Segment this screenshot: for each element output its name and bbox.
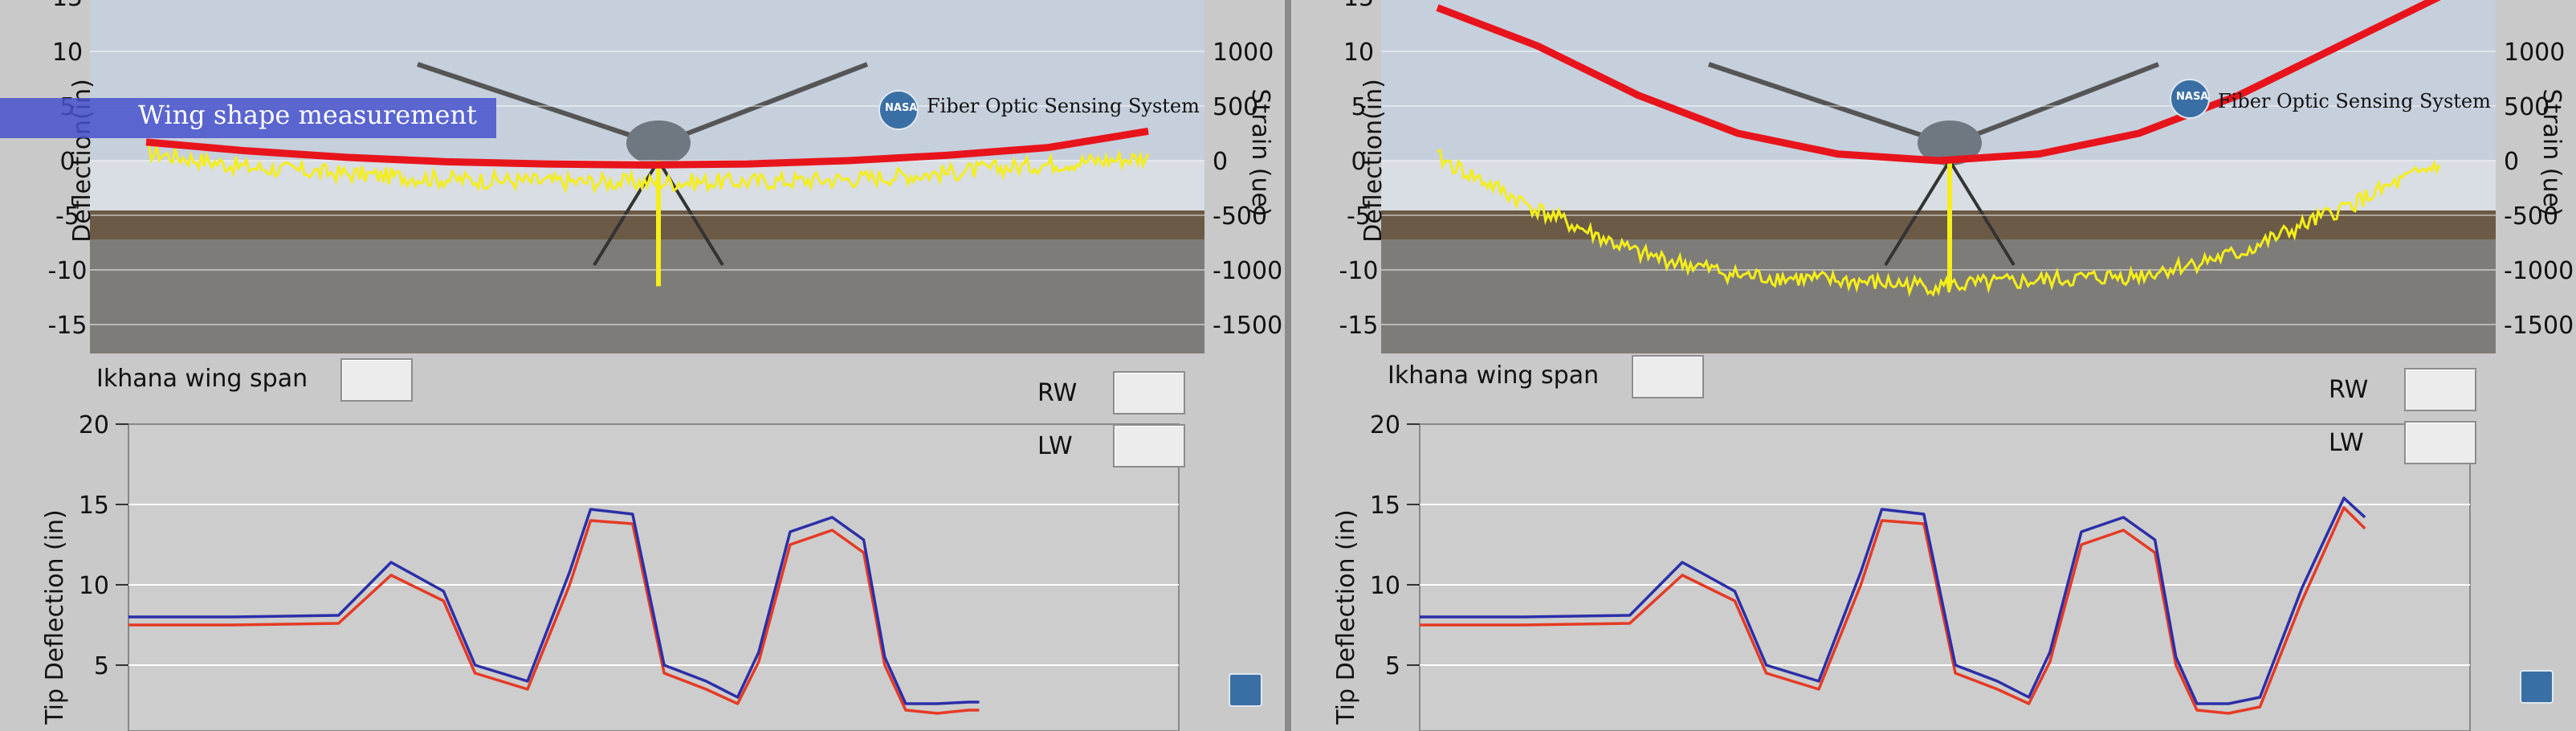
strain-tick-label: 1000 bbox=[2504, 39, 2565, 67]
aircraft-wing-right bbox=[1948, 62, 2160, 147]
deflection-tick-label: -10 bbox=[1339, 257, 1379, 285]
horizon-background bbox=[1381, 161, 2496, 217]
lw-legend-label: LW bbox=[2329, 429, 2364, 457]
lw-series-line bbox=[128, 508, 980, 705]
deflection-tick-label: -15 bbox=[1339, 312, 1379, 340]
nasa-logo-icon bbox=[2170, 79, 2210, 119]
runway-background bbox=[90, 239, 1204, 353]
strain-tick-label: 1000 bbox=[1213, 39, 1274, 67]
aircraft-wing-left bbox=[417, 62, 659, 147]
rw-legend-label: RW bbox=[1037, 379, 1078, 407]
tip-deflection-tick-label: 15 bbox=[79, 492, 109, 520]
deflection-tick-label: 10 bbox=[52, 39, 83, 67]
aircraft-wing-left bbox=[1708, 62, 1950, 147]
deflection-tick-label: 15 bbox=[1343, 0, 1374, 12]
rw-legend-swatch bbox=[1113, 371, 1185, 415]
lw-legend-swatch bbox=[1113, 424, 1185, 468]
tip-deflection-plot-area bbox=[128, 423, 1180, 731]
wing-span-legend-swatch bbox=[1632, 355, 1704, 398]
landing-gear-right bbox=[1948, 159, 2016, 267]
wing-span-legend-label: Ikhana wing span bbox=[1388, 361, 1600, 390]
panel-divider bbox=[1285, 0, 1291, 731]
lw-series-line bbox=[1420, 496, 2366, 705]
tip-deflection-tick-label: 20 bbox=[79, 411, 109, 439]
strain-tick-label: 0 bbox=[2504, 148, 2519, 176]
rw-legend-swatch bbox=[2404, 368, 2476, 411]
wing-span-legend-swatch bbox=[340, 358, 413, 402]
deflection-tick-label: -15 bbox=[48, 312, 88, 340]
strain-tick-label: 500 bbox=[2504, 93, 2550, 121]
deflection-tick-label: 15 bbox=[52, 0, 83, 12]
wing-span-legend-label: Ikhana wing span bbox=[96, 365, 308, 393]
strain-tick-label: -1000 bbox=[1213, 257, 1282, 285]
title-banner bbox=[0, 98, 496, 138]
lw-legend-swatch bbox=[2404, 421, 2476, 464]
deflection-tick-label: 10 bbox=[1343, 39, 1374, 67]
deflection-tick-label: -5 bbox=[55, 202, 79, 231]
logo-text: NASA bbox=[885, 102, 918, 114]
left-frame: -15-10-5051015-1500-1000-50005001000Defl… bbox=[0, 0, 1285, 731]
corner-logo-icon bbox=[2520, 670, 2554, 704]
right-chart-svg: -15 -10 -5 0 5 10 15 -1500 -1000 -500 0 500 1000 Defl… bbox=[1332, 0, 2574, 731]
tip-deflection-plot-area bbox=[1419, 423, 2471, 731]
aircraft-fuselage bbox=[626, 120, 691, 165]
tip-deflection-tick-label: 15 bbox=[1370, 492, 1400, 520]
tip-deflection-tick-label: 10 bbox=[79, 572, 109, 600]
deflection-tick-label: -10 bbox=[48, 257, 88, 285]
logo-text: NASA bbox=[2176, 91, 2209, 103]
aircraft-fuselage bbox=[1918, 120, 1982, 165]
tip-deflection-tick-label: 10 bbox=[1370, 572, 1400, 600]
strain-tick-label: -500 bbox=[1213, 202, 1267, 231]
strain-tick-label: -1000 bbox=[2504, 257, 2574, 285]
banner-title: Wing shape measurement bbox=[138, 100, 477, 130]
tip-deflection-axis-label: Tip Deflection (in) bbox=[41, 509, 69, 725]
system-label: Fiber Optic Sensing System bbox=[927, 95, 1200, 117]
strain-tick-label: 0 bbox=[1213, 148, 1228, 176]
tip-deflection-axis-label: Tip Deflection (in) bbox=[1332, 509, 1360, 725]
rw-series-line bbox=[128, 519, 980, 715]
deflection-tick-label: 0 bbox=[59, 148, 75, 176]
strain-axis-label: Strain (ue) bbox=[1246, 88, 1274, 216]
strain-series-line bbox=[1437, 149, 2441, 298]
strain-axis-label: Strain (ue) bbox=[2537, 88, 2566, 216]
tip-deflection-tick-label: 5 bbox=[94, 652, 109, 680]
strain-tick-label: 500 bbox=[1213, 93, 1258, 121]
wing-shape-series-line bbox=[1436, 0, 2441, 165]
lw-legend-label: LW bbox=[1037, 432, 1073, 460]
system-label: Fiber Optic Sensing System bbox=[2218, 90, 2491, 112]
nasa-logo-icon bbox=[878, 90, 919, 130]
landing-gear-left bbox=[593, 159, 660, 267]
rw-series-line bbox=[1420, 506, 2366, 715]
runway-background bbox=[1381, 239, 2496, 353]
deflection-axis-label: Deflection(in) bbox=[1359, 79, 1388, 243]
left-chart-svg: -15-10-5051015-1500-1000-50005001000Defl… bbox=[41, 0, 1282, 731]
rw-legend-label: RW bbox=[2329, 376, 2369, 404]
wing-shape-series-line bbox=[145, 127, 1149, 169]
deflection-tick-label: 0 bbox=[1351, 148, 1366, 176]
deflection-tick-label: 5 bbox=[1351, 93, 1366, 121]
right-frame: -15 -10 -5 0 5 10 15 -1500 -1000 -500 0 500 1000 Defl… bbox=[1291, 0, 2576, 731]
strain-series-line bbox=[145, 143, 1150, 194]
strain-tick-label: -1500 bbox=[1213, 312, 1282, 340]
aircraft-wing-right bbox=[657, 62, 869, 147]
deflection-tick-label: -5 bbox=[1347, 202, 1371, 231]
corner-logo-icon bbox=[1229, 673, 1262, 707]
tip-deflection-tick-label: 20 bbox=[1370, 411, 1400, 439]
landing-gear-left bbox=[1884, 159, 1951, 267]
terrain-background bbox=[90, 210, 1204, 239]
tip-deflection-tick-label: 5 bbox=[1385, 652, 1400, 680]
strain-tick-label: -1500 bbox=[2504, 312, 2574, 340]
strain-tick-label: -500 bbox=[2504, 202, 2558, 231]
